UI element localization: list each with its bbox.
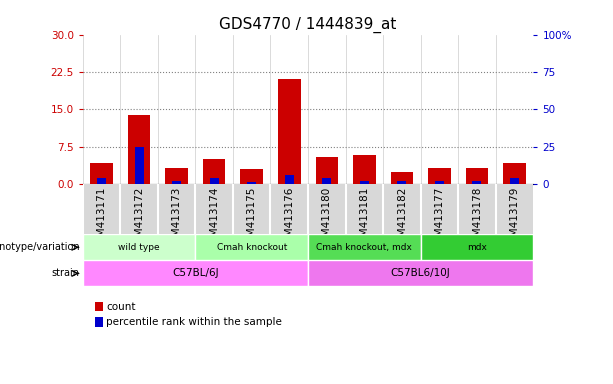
Bar	[203, 159, 226, 184]
Bar	[466, 168, 488, 184]
Text: Cmah knockout: Cmah knockout	[216, 243, 287, 252]
Bar	[435, 180, 444, 184]
Bar	[346, 184, 383, 234]
Bar	[135, 147, 143, 184]
Text: GSM413174: GSM413174	[209, 187, 219, 250]
Text: GSM413171: GSM413171	[96, 187, 107, 250]
Text: C57BL6/10J: C57BL6/10J	[391, 268, 451, 278]
Text: count: count	[106, 302, 135, 312]
Bar	[322, 178, 331, 184]
Bar	[196, 234, 308, 260]
Bar	[308, 234, 421, 260]
Bar	[172, 180, 181, 184]
Text: Cmah knockout, mdx: Cmah knockout, mdx	[316, 243, 413, 252]
Bar	[278, 79, 300, 184]
Text: wild type: wild type	[118, 243, 160, 252]
Bar	[90, 163, 113, 184]
Bar	[158, 184, 196, 234]
Bar	[210, 178, 219, 184]
Bar	[83, 184, 120, 234]
Text: GSM413179: GSM413179	[509, 187, 520, 250]
Bar	[233, 184, 270, 234]
Bar	[383, 184, 421, 234]
Bar	[285, 175, 294, 184]
Text: GSM413176: GSM413176	[284, 187, 294, 250]
Text: GSM413172: GSM413172	[134, 187, 144, 250]
Text: genotype/variation: genotype/variation	[0, 242, 80, 252]
Bar	[503, 163, 526, 184]
Bar	[510, 178, 519, 184]
Bar	[120, 184, 158, 234]
Text: GSM413173: GSM413173	[172, 187, 181, 250]
Bar	[308, 260, 533, 286]
Bar	[316, 157, 338, 184]
Bar	[360, 180, 369, 184]
Bar	[390, 172, 413, 184]
Bar	[247, 182, 256, 184]
Text: GSM413177: GSM413177	[435, 187, 444, 250]
Text: mdx: mdx	[467, 243, 487, 252]
Bar	[421, 234, 533, 260]
Bar	[270, 184, 308, 234]
Bar	[308, 184, 346, 234]
Text: GSM413181: GSM413181	[359, 187, 370, 250]
Bar	[240, 169, 263, 184]
Bar	[128, 116, 150, 184]
Text: GSM413178: GSM413178	[472, 187, 482, 250]
Text: C57BL/6J: C57BL/6J	[172, 268, 219, 278]
Text: GSM413182: GSM413182	[397, 187, 407, 250]
Bar	[353, 156, 376, 184]
Bar	[83, 234, 196, 260]
Bar	[496, 184, 533, 234]
Text: GSM413180: GSM413180	[322, 187, 332, 250]
Bar	[473, 180, 481, 184]
Bar	[166, 168, 188, 184]
Text: GSM413175: GSM413175	[246, 187, 257, 250]
Bar	[421, 184, 458, 234]
Title: GDS4770 / 1444839_at: GDS4770 / 1444839_at	[219, 17, 397, 33]
Bar	[397, 181, 406, 184]
Text: percentile rank within the sample: percentile rank within the sample	[106, 317, 282, 327]
Bar	[428, 168, 451, 184]
Bar	[196, 184, 233, 234]
Bar	[458, 184, 496, 234]
Bar	[83, 260, 308, 286]
Text: strain: strain	[51, 268, 80, 278]
Bar	[97, 178, 106, 184]
